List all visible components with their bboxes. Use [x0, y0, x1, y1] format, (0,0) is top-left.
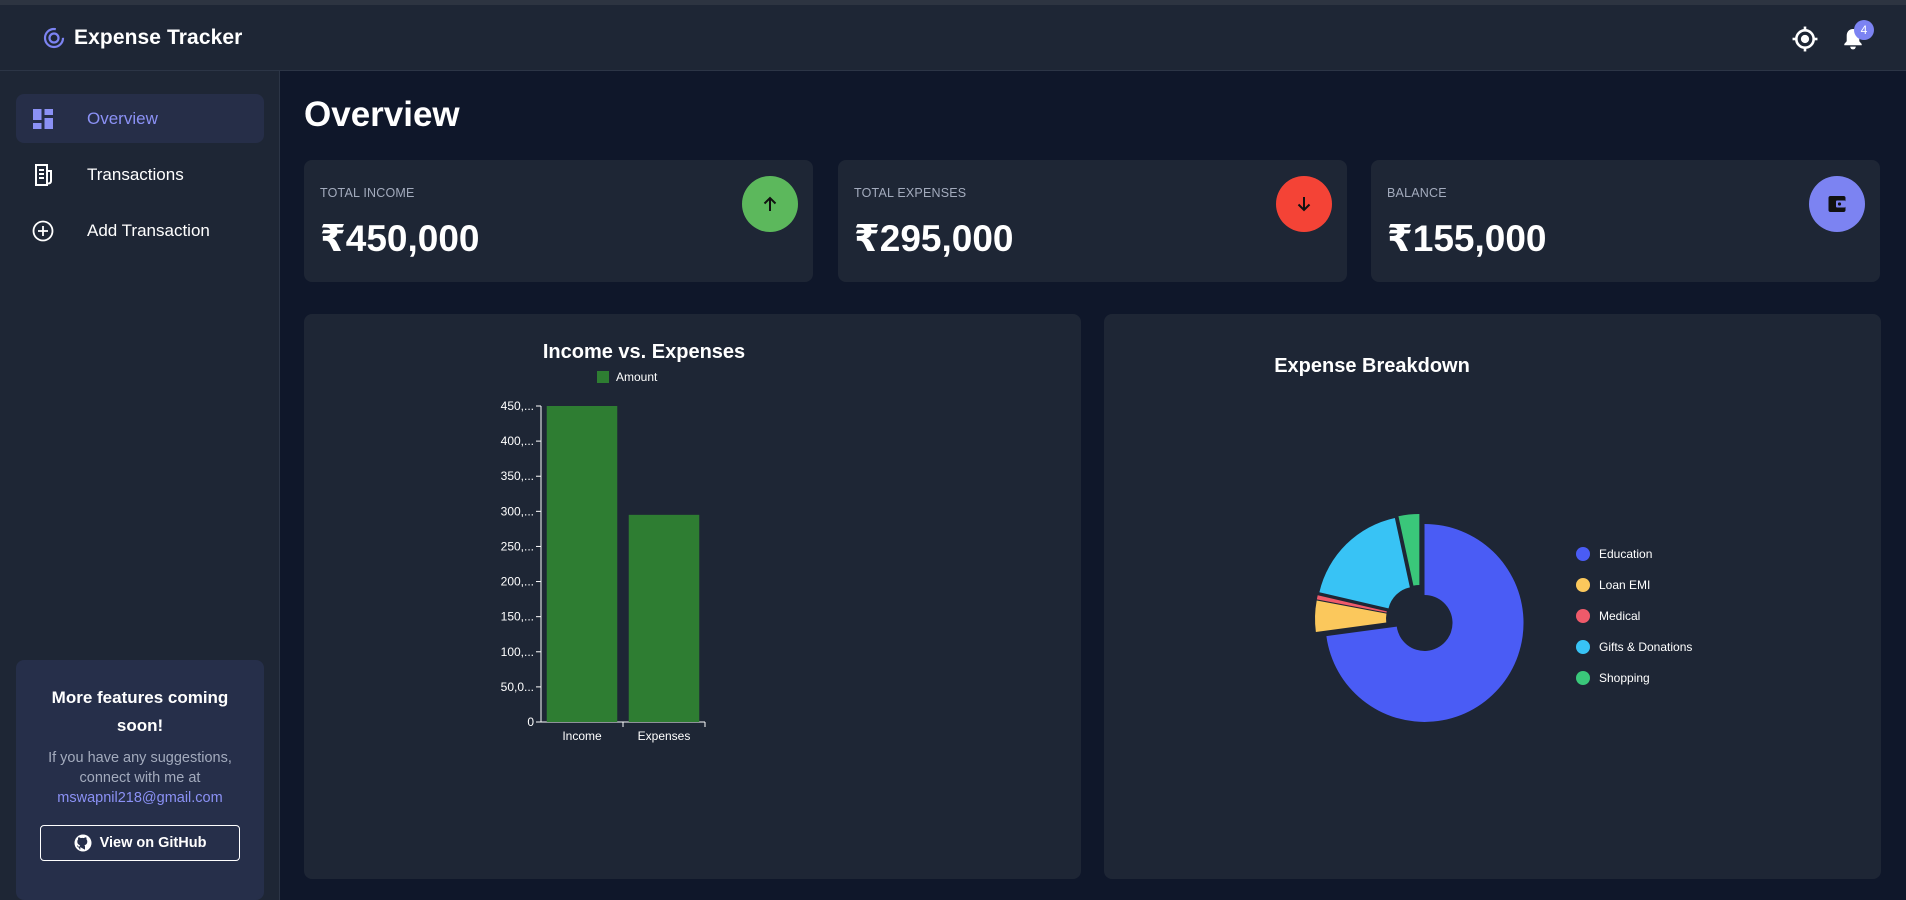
expense-breakdown-panel: Expense Breakdown Education Loan EMI Medic…: [1104, 314, 1881, 879]
theme-toggle-button[interactable]: [1790, 24, 1820, 54]
chart-title: Expense Breakdown: [1274, 355, 1470, 377]
promo-title: More features coming soon!: [51, 688, 229, 735]
legend-label: Gifts & Donations: [1599, 640, 1692, 654]
legend-label: Amount: [616, 370, 658, 384]
x-tick-label: Expenses: [638, 729, 691, 743]
legend-swatch: [1576, 547, 1590, 561]
y-tick-label: 0: [527, 715, 534, 729]
github-button[interactable]: View on GitHub: [40, 825, 240, 861]
notification-count-badge: 4: [1854, 20, 1874, 40]
sidebar-item-add-transaction[interactable]: Add Transaction: [16, 206, 264, 255]
card-label: TOTAL EXPENSES: [854, 186, 967, 200]
sidebar-nav: Overview Transactions Add Transaction: [16, 94, 264, 262]
sidebar-item-overview[interactable]: Overview: [16, 94, 264, 143]
pie-slice-education: [1326, 523, 1524, 722]
dashboard-icon: [33, 109, 53, 129]
expenses-icon-badge: [1276, 176, 1332, 232]
legend-label: Medical: [1599, 609, 1640, 623]
page-title: Overview: [304, 95, 460, 134]
pie-slice-shopping: [1398, 514, 1420, 586]
card-value: ₹155,000: [1387, 218, 1547, 259]
app-title: Expense Tracker: [74, 26, 243, 49]
brand[interactable]: Expense Tracker: [42, 26, 242, 50]
legend-swatch: [1576, 671, 1590, 685]
brightness-icon: [1792, 26, 1818, 52]
card-value: ₹295,000: [854, 218, 1014, 259]
bar-chart: Amount 0 50,0... 100,... 150,... 200,... 250,.…: [501, 370, 706, 743]
wallet-icon: [1828, 196, 1846, 212]
y-tick-label: 250,...: [501, 539, 534, 553]
y-tick-label: 350,...: [501, 469, 534, 483]
y-tick-label: 400,...: [501, 434, 534, 448]
receipt-icon: [35, 164, 52, 186]
app-header: Expense Tracker 4: [0, 5, 1906, 71]
y-tick-label: 50,0...: [501, 680, 534, 694]
y-tick-label: 150,...: [501, 610, 534, 624]
sidebar-item-label: Add Transaction: [87, 220, 210, 240]
sidebar: Overview Transactions Add Transaction Mo…: [0, 71, 280, 900]
pie-slice-gifts-donations: [1319, 517, 1410, 609]
legend-swatch: [1576, 609, 1590, 623]
sidebar-item-label: Transactions: [87, 164, 184, 184]
card-label: BALANCE: [1387, 186, 1447, 200]
main-content: Overview TOTAL INCOME ₹450,000 TOTAL EXP…: [281, 71, 1906, 900]
window-top-border: [0, 0, 1906, 5]
chart-title: Income vs. Expenses: [542, 341, 746, 363]
card-label: TOTAL INCOME: [320, 186, 415, 200]
promo-card: More features coming soon! If you have a…: [16, 660, 264, 900]
legend-label: Education: [1599, 547, 1652, 561]
pie-chart: Education Loan EMI Medical Gifts & Donation…: [1315, 514, 1692, 722]
income-vs-expenses-panel: Income vs. Expenses Amount 0 50,0... 100,..…: [304, 314, 1081, 879]
contact-email-link[interactable]: mswapnil218@gmail.com: [57, 790, 223, 806]
pie-slice-medical: [1316, 595, 1387, 613]
y-tick-label: 100,...: [501, 645, 534, 659]
bar-expenses: [628, 514, 700, 722]
total-expenses-card: TOTAL EXPENSES ₹295,000: [838, 160, 1347, 282]
x-tick-label: Income: [562, 729, 602, 743]
y-tick-label: 200,...: [501, 575, 534, 589]
pie-slice-loan-emi: [1315, 600, 1387, 632]
income-icon-badge: [742, 176, 798, 232]
github-button-label: View on GitHub: [99, 835, 207, 851]
notifications-button[interactable]: 4: [1838, 20, 1874, 54]
bar-income: [546, 406, 618, 722]
card-value: ₹450,000: [320, 218, 480, 259]
legend-swatch: [1576, 578, 1590, 592]
promo-text: If you have any suggestions, connect wit…: [48, 750, 232, 786]
sidebar-item-label: Overview: [87, 108, 158, 128]
total-income-card: TOTAL INCOME ₹450,000: [304, 160, 813, 282]
y-tick-label: 450,...: [501, 399, 534, 413]
arrow-down-icon: [1297, 197, 1311, 212]
y-tick-label: 300,...: [501, 504, 534, 518]
logo-icon: [43, 27, 65, 49]
legend-swatch: [597, 371, 609, 383]
legend-swatch: [1576, 640, 1590, 654]
balance-card: BALANCE ₹155,000: [1371, 160, 1880, 282]
plus-circle-icon: [32, 220, 54, 242]
arrow-up-icon: [763, 196, 777, 211]
legend-label: Loan EMI: [1599, 578, 1650, 592]
legend-label: Shopping: [1599, 671, 1650, 685]
github-icon: [74, 834, 92, 852]
balance-icon-badge: [1809, 176, 1865, 232]
sidebar-item-transactions[interactable]: Transactions: [16, 150, 264, 199]
